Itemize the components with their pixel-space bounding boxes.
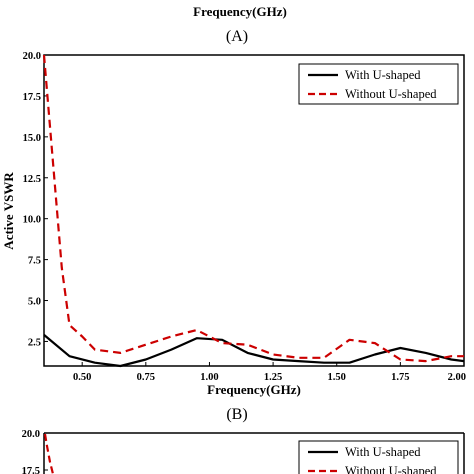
plot-area-frame [43, 54, 465, 367]
main-chart: 2.5 5.0 7.5 10.0 12.5 15.0 17.5 20.0 0.50 0.75 1.… [1, 51, 466, 423]
x-tick-label: 1.25 [264, 372, 282, 383]
bottom-ytick-top: 20.0 [22, 429, 40, 440]
x-tick-label: 1.75 [391, 372, 409, 383]
bottom-legend-label-with-u: With U-shaped [345, 445, 421, 459]
bottom-legend-label-without-u: Without U-shaped [345, 464, 437, 474]
x-tick-label: 1.50 [328, 372, 346, 383]
y-tick-label: 12.5 [23, 174, 41, 185]
y-tick-label: 7.5 [28, 256, 41, 267]
panel-label-a: (A) [226, 28, 248, 45]
legend-label-without-u: Without U-shaped [345, 87, 437, 101]
series-line-without-u-shaped [42, 54, 464, 363]
y-axis-title: Active VSWR [1, 172, 16, 250]
y-tick-label: 10.0 [23, 215, 41, 226]
x-tick-label: 2.00 [448, 372, 466, 383]
y-tick-label: 2.5 [28, 337, 41, 348]
y-tick-label: 15.0 [23, 133, 41, 144]
legend-label-with-u: With U-shaped [345, 68, 421, 82]
x-axis-title: Frequency(GHz) [207, 382, 301, 397]
x-tick-label: 1.00 [200, 372, 218, 383]
x-tick-label: 0.50 [73, 372, 91, 383]
series-line-with-u-shaped [43, 334, 465, 368]
bottom-red-curve [43, 433, 55, 474]
bottom-legend-box [298, 440, 459, 474]
panel-label-b: (B) [226, 406, 247, 423]
y-tick-label: 20.0 [23, 51, 41, 62]
legend-box [298, 63, 459, 105]
series-lines [42, 54, 465, 368]
y-axis: 2.5 5.0 7.5 10.0 12.5 15.0 17.5 20.0 [23, 51, 48, 348]
x-axis: 0.50 0.75 1.00 1.25 1.50 1.75 2.00 [73, 362, 466, 383]
legend: With U-shaped Without U-shaped [298, 63, 459, 105]
top-xlabel: Frequency(GHz) [193, 4, 287, 19]
x-tick-label: 0.75 [137, 372, 155, 383]
y-tick-label: 5.0 [28, 297, 41, 308]
bottom-partial-chart: 20.0 17.5 With U-shaped Without U-shaped [22, 429, 465, 474]
y-tick-label: 17.5 [23, 92, 41, 103]
bottom-ytick-second: 17.5 [22, 466, 40, 474]
